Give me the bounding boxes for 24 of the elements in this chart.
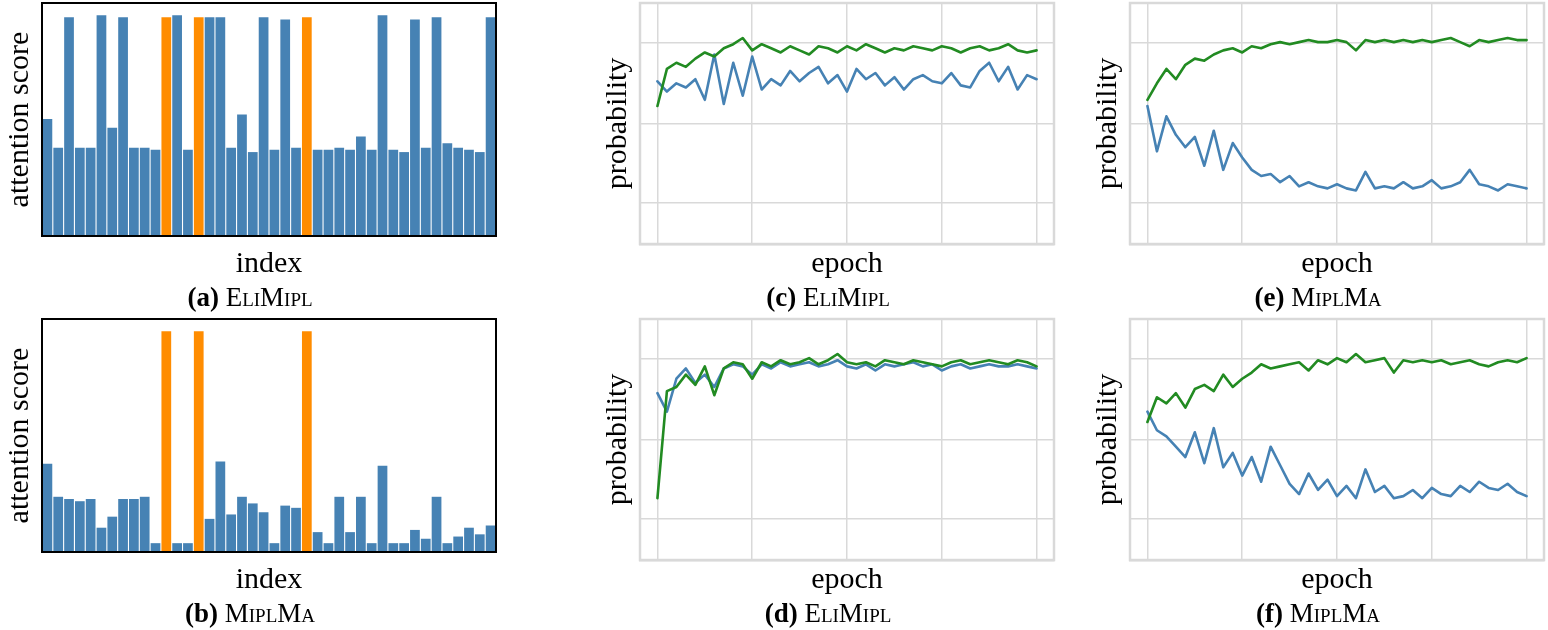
- text: (e) MiplMa: [1253, 282, 1383, 312]
- text: (d) EliMipl: [763, 598, 893, 628]
- text: (c) EliMipl: [765, 282, 891, 312]
- bar: [161, 331, 172, 552]
- text: (b) MiplMa: [184, 598, 316, 628]
- bar: [301, 17, 312, 236]
- y-axis-title: probability: [598, 373, 632, 506]
- y-axis-title: attention score: [0, 31, 34, 208]
- y-axis-title: attention score: [0, 347, 34, 524]
- y-axis-title: probability: [598, 57, 632, 190]
- text: (a) EliMipl: [186, 282, 314, 312]
- bar: [161, 17, 172, 236]
- x-axis-title: index: [235, 560, 303, 594]
- y-axis-title: probability: [1088, 373, 1122, 506]
- bar: [193, 331, 204, 552]
- x-axis-title: epoch: [811, 244, 883, 278]
- x-axis-title: epoch: [1301, 560, 1373, 594]
- x-axis-title: index: [235, 244, 303, 278]
- y-axis-title: probability: [1088, 57, 1122, 190]
- bar: [193, 17, 204, 236]
- x-axis-title: epoch: [1301, 244, 1373, 278]
- x-axis-title: epoch: [811, 560, 883, 594]
- text: (f) MiplMa: [1255, 598, 1381, 628]
- bar: [301, 331, 312, 552]
